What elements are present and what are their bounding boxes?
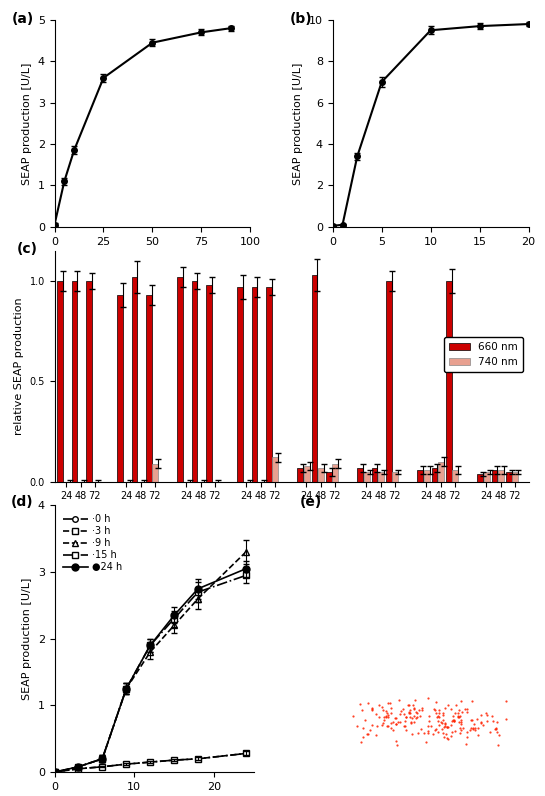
- ·9 h: [123, 684, 130, 693]
- Y-axis label: SEAP production [U/L]: SEAP production [U/L]: [22, 578, 32, 700]
- ·3 h: [75, 764, 82, 774]
- ●24 h: [99, 754, 106, 763]
- Bar: [332, 463, 338, 482]
- ·15 h: [243, 571, 249, 580]
- ·3 h: [99, 762, 106, 771]
- ●24 h: [195, 584, 201, 594]
- Bar: [358, 467, 363, 482]
- Line: ·15 h: ·15 h: [52, 572, 249, 775]
- Circle shape: [384, 512, 434, 579]
- ·0 h: [75, 764, 82, 774]
- ·3 h: [243, 749, 249, 759]
- Bar: [86, 281, 92, 482]
- Bar: [378, 471, 384, 482]
- Bar: [177, 277, 183, 482]
- ·0 h: [171, 755, 177, 765]
- Bar: [432, 467, 437, 482]
- ·15 h: [75, 762, 82, 771]
- ·0 h: [51, 767, 58, 777]
- X-axis label: PCB [μM]: PCB [μM]: [405, 252, 456, 262]
- Line: ●24 h: ●24 h: [51, 565, 249, 775]
- Y-axis label: SEAP production [U/L]: SEAP production [U/L]: [293, 62, 304, 185]
- Bar: [238, 287, 243, 482]
- Bar: [392, 471, 398, 482]
- Line: ·0 h: ·0 h: [52, 751, 249, 775]
- ·3 h: [51, 767, 58, 777]
- Bar: [192, 281, 197, 482]
- Bar: [477, 474, 483, 482]
- ·9 h: [171, 621, 177, 630]
- Line: ·3 h: ·3 h: [52, 751, 249, 775]
- ·3 h: [147, 757, 153, 767]
- Bar: [446, 281, 452, 482]
- ·9 h: [51, 767, 58, 777]
- Bar: [326, 471, 331, 482]
- Bar: [512, 471, 518, 482]
- Bar: [372, 467, 377, 482]
- Bar: [266, 287, 271, 482]
- ·0 h: [243, 749, 249, 759]
- Line: ·9 h: ·9 h: [52, 549, 249, 775]
- Legend: 660 nm, 740 nm: 660 nm, 740 nm: [444, 337, 523, 373]
- Bar: [452, 470, 458, 482]
- X-axis label: photon count [nmol cm⁻²]: photon count [nmol cm⁻²]: [80, 252, 225, 262]
- Bar: [153, 463, 158, 482]
- ·9 h: [195, 594, 201, 603]
- Bar: [117, 295, 123, 482]
- Bar: [272, 458, 278, 482]
- ·0 h: [123, 759, 130, 769]
- Bar: [298, 467, 303, 482]
- Bar: [424, 470, 429, 482]
- Text: (a): (a): [11, 12, 34, 25]
- Y-axis label: relative SEAP production: relative SEAP production: [14, 298, 24, 435]
- Y-axis label: SEAP production [U/L]: SEAP production [U/L]: [22, 62, 32, 185]
- Text: (c): (c): [16, 241, 38, 256]
- ●24 h: [123, 684, 130, 693]
- Text: (b): (b): [289, 12, 312, 25]
- ·15 h: [123, 684, 130, 693]
- Circle shape: [365, 535, 401, 583]
- Text: (d): (d): [11, 495, 33, 509]
- ·3 h: [195, 754, 201, 763]
- Bar: [131, 277, 137, 482]
- ·15 h: [171, 614, 177, 623]
- ·9 h: [243, 548, 249, 557]
- ●24 h: [51, 767, 58, 777]
- ·15 h: [51, 767, 58, 777]
- Bar: [318, 467, 324, 482]
- Bar: [498, 470, 504, 482]
- ·0 h: [99, 762, 106, 771]
- Bar: [492, 470, 497, 482]
- Bar: [206, 285, 211, 482]
- Legend: ·0 h, ·3 h, ·9 h, ·15 h, ●24 h: ·0 h, ·3 h, ·9 h, ·15 h, ●24 h: [59, 510, 126, 576]
- Bar: [71, 281, 77, 482]
- ·3 h: [123, 759, 130, 769]
- ·3 h: [171, 755, 177, 765]
- ●24 h: [75, 762, 82, 771]
- Bar: [364, 471, 370, 482]
- ·15 h: [99, 754, 106, 763]
- Bar: [417, 470, 423, 482]
- Bar: [57, 281, 63, 482]
- ·9 h: [147, 647, 153, 657]
- ·9 h: [99, 754, 106, 763]
- ·0 h: [147, 757, 153, 767]
- Bar: [438, 462, 444, 482]
- Bar: [484, 471, 489, 482]
- Bar: [146, 295, 152, 482]
- Bar: [312, 275, 317, 482]
- Bar: [386, 281, 391, 482]
- Bar: [252, 287, 257, 482]
- ·15 h: [195, 587, 201, 597]
- ·15 h: [147, 641, 153, 650]
- Bar: [506, 471, 512, 482]
- Text: (e): (e): [300, 495, 322, 509]
- Text: bioss: bioss: [427, 548, 487, 569]
- ●24 h: [147, 641, 153, 650]
- Bar: [304, 466, 310, 482]
- ·0 h: [195, 754, 201, 763]
- ·9 h: [75, 762, 82, 771]
- ●24 h: [243, 564, 249, 574]
- ●24 h: [171, 611, 177, 620]
